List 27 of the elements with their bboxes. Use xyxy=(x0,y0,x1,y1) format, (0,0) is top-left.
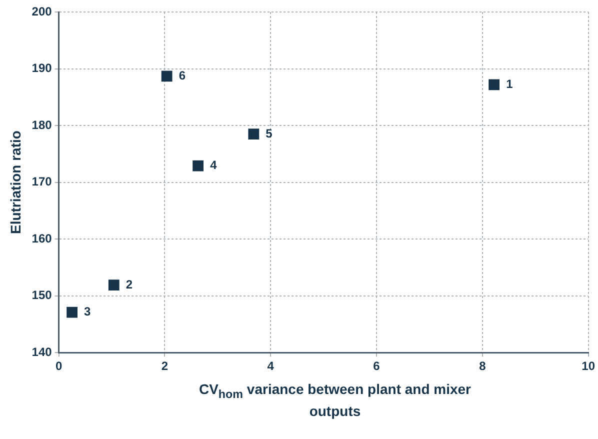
y-tick-label: 200 xyxy=(32,4,52,18)
x-axis-title: CV$_{hom}$ variance between plant and mixer outputs xyxy=(198,381,472,420)
annotation: 2 xyxy=(126,277,133,292)
x-tick-label: 10 xyxy=(582,359,596,374)
y-tick-label: 160 xyxy=(32,231,52,246)
annotation: 3 xyxy=(84,304,92,319)
y-tick-label: 150 xyxy=(32,288,52,302)
x-tick-label: 6 xyxy=(373,359,380,374)
y-tick-label: 190 xyxy=(32,61,52,76)
annotation: 5 xyxy=(266,126,273,140)
point xyxy=(248,128,260,140)
y-tick-label: 180 xyxy=(32,118,52,132)
x-tick-label: 0 xyxy=(55,359,62,374)
annotation: 6 xyxy=(178,68,186,82)
annotation: 4 xyxy=(210,158,218,172)
x-tick-label: 4 xyxy=(267,359,274,374)
point xyxy=(161,70,172,82)
y-tick-label: 140 xyxy=(32,344,52,359)
point xyxy=(192,160,204,172)
point xyxy=(488,79,500,90)
y-tick-label: 170 xyxy=(32,174,52,189)
x-tick-label: 8 xyxy=(479,359,486,374)
point xyxy=(108,280,120,290)
point xyxy=(66,306,78,318)
annotation: 1 xyxy=(506,76,514,91)
x-tick-label: 2 xyxy=(161,359,168,374)
y-axis-title: Elutriation ratio xyxy=(7,130,24,234)
